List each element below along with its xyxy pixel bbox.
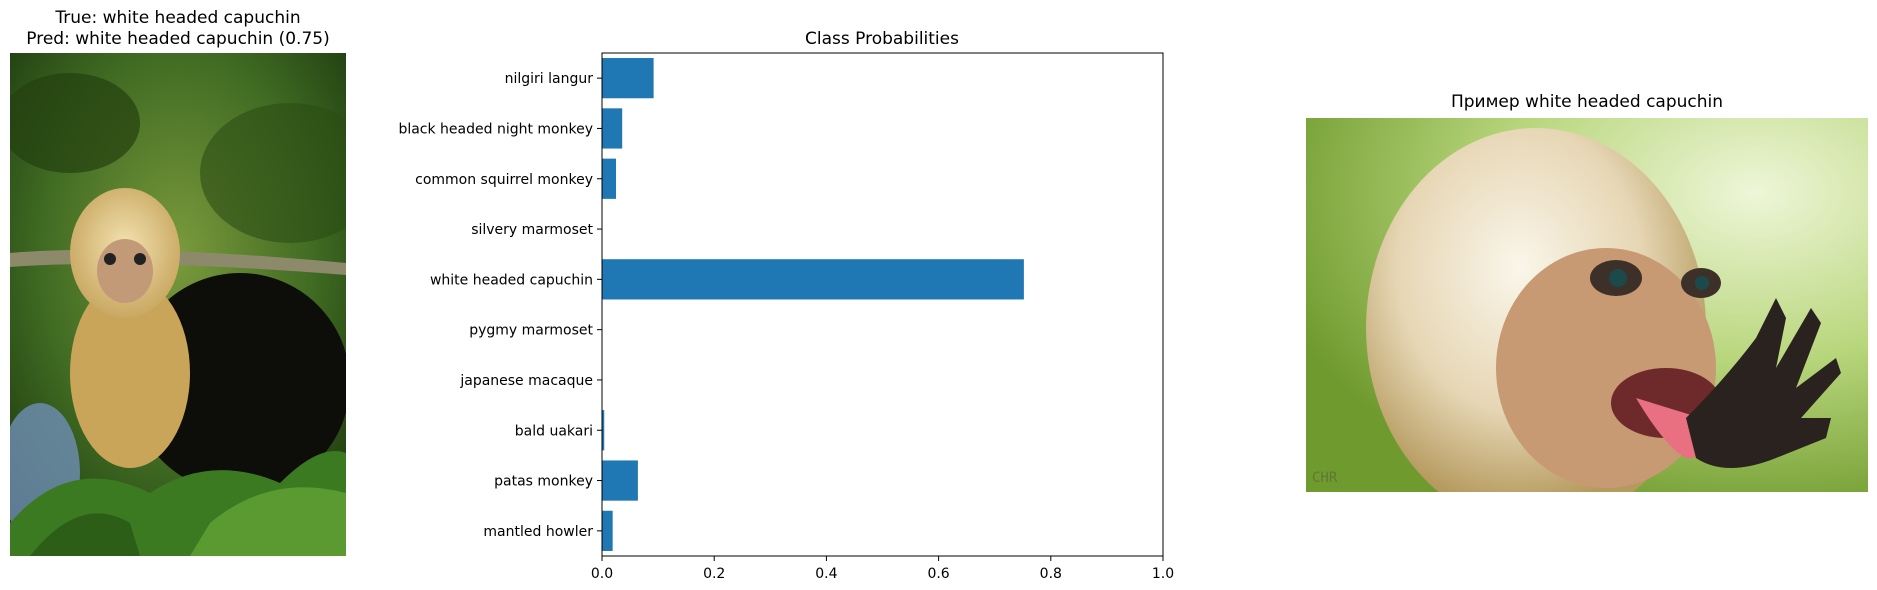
x-tick-label: 0.0 <box>591 566 613 582</box>
y-tick-label: nilgiri langur <box>505 71 594 87</box>
bar-black-headed-night-monkey <box>602 108 623 149</box>
plot-frame <box>601 52 1164 557</box>
bar-white-headed-capuchin <box>602 259 1024 300</box>
x-tick-label: 0.8 <box>1040 566 1062 582</box>
photo-watermark: CHR <box>1312 470 1338 486</box>
bar-common-squirrel-monkey <box>602 158 617 199</box>
y-tick-label: common squirrel monkey <box>415 172 593 188</box>
y-tick-label: bald uakari <box>515 423 593 439</box>
right-title: Пример white headed capuchin <box>1450 92 1724 112</box>
y-tick-label: silvery marmoset <box>471 222 593 238</box>
y-tick-label: mantled howler <box>483 524 593 540</box>
bar-patas-monkey <box>602 460 638 501</box>
y-tick-label: black headed night monkey <box>398 121 593 137</box>
x-tick-label: 1.0 <box>1152 566 1174 582</box>
monkey-photo-example: CHR <box>1306 118 1868 492</box>
left-title-line1: True: white headed capuchin <box>55 8 301 28</box>
y-tick-label: white headed capuchin <box>430 272 593 288</box>
bar-nilgiri-langur <box>602 58 654 99</box>
y-tick-label: japanese macaque <box>459 373 593 389</box>
x-tick-label: 0.6 <box>927 566 949 582</box>
monkey-photo-true <box>10 53 346 556</box>
left-title-line2: Pred: white headed capuchin (0.75) <box>26 29 330 49</box>
chart-title: Class Probabilities <box>805 29 959 49</box>
bar-bald-uakari <box>602 410 605 451</box>
y-ticks-group: nilgiri langur black headed night monkey c… <box>398 71 602 540</box>
x-tick-label: 0.2 <box>703 566 725 582</box>
y-tick-label: patas monkey <box>494 474 593 490</box>
bar-mantled-howler <box>602 510 613 551</box>
x-ticks-group: 0.0 0.2 0.4 0.6 0.8 1.0 <box>591 556 1174 582</box>
x-tick-label: 0.4 <box>815 566 837 582</box>
bars-group <box>602 58 1024 551</box>
y-tick-label: pygmy marmoset <box>469 323 593 339</box>
